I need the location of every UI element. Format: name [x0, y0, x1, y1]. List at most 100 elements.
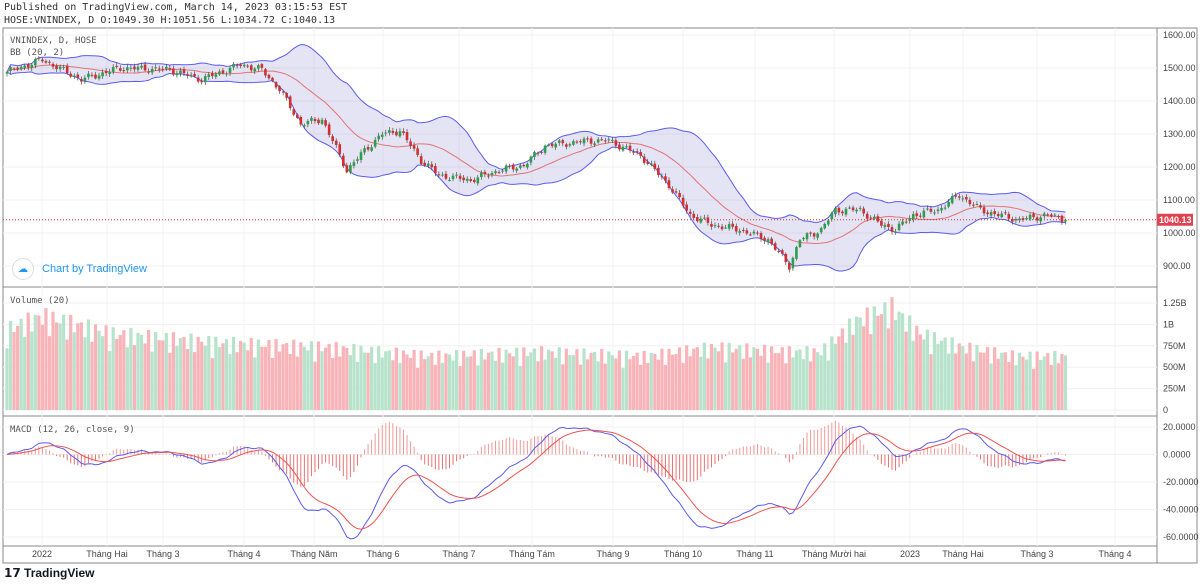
candle — [950, 196, 954, 204]
candle — [773, 243, 777, 250]
tradingview-logo[interactable]: 𝟭𝟳 TradingView — [4, 566, 95, 580]
candle — [288, 96, 292, 109]
volume-bar — [394, 347, 398, 410]
volume-bar — [486, 352, 491, 410]
volume-bar — [359, 345, 363, 410]
candle — [30, 64, 34, 69]
volume-bar — [5, 348, 9, 410]
volume-bar — [1056, 363, 1060, 410]
candle — [720, 226, 724, 230]
candle — [671, 189, 674, 193]
volume-bar — [787, 346, 791, 410]
volume-bar — [164, 332, 168, 410]
volume-bar — [1003, 352, 1007, 410]
candle — [94, 74, 97, 79]
bb-lower-line — [6, 71, 1066, 272]
candle — [777, 251, 781, 253]
volume-bar — [844, 342, 848, 410]
macd-tick-label: -40.0000 — [1163, 505, 1199, 515]
candle — [823, 223, 827, 229]
candle — [586, 138, 589, 140]
candle — [954, 195, 958, 197]
volume-bar — [214, 336, 218, 410]
candle — [890, 227, 894, 232]
candle — [696, 217, 699, 222]
volume-bar — [631, 356, 636, 410]
volume-bar — [904, 331, 908, 410]
volume-bar — [964, 353, 968, 410]
candle — [795, 247, 798, 259]
volume-bar — [419, 350, 423, 410]
volume-bar — [210, 358, 214, 410]
volume-bar — [600, 348, 604, 410]
candle — [816, 233, 819, 238]
volume-bar — [444, 353, 448, 410]
volume-bar — [649, 353, 653, 410]
volume-bar — [37, 315, 41, 410]
volume-bar — [23, 336, 27, 410]
candle — [880, 220, 883, 226]
volume-tick-label: 750M — [1163, 341, 1186, 351]
price-tick-label: 1500.00 — [1163, 63, 1196, 73]
candle — [55, 65, 58, 70]
candle — [660, 176, 664, 178]
chart-by-tradingview-link[interactable]: ☁ Chart by TradingView — [12, 258, 147, 280]
volume-bar — [97, 330, 101, 410]
candle — [225, 73, 228, 75]
candle — [965, 196, 968, 200]
candle — [207, 74, 211, 78]
volume-bar — [405, 354, 409, 410]
volume-bar — [929, 354, 933, 410]
macd-tick-label: 20.0000 — [1163, 422, 1196, 432]
volume-bar — [267, 340, 271, 410]
volume-bar — [685, 345, 689, 410]
candle — [519, 165, 522, 168]
volume-bar — [338, 356, 342, 410]
candle — [780, 250, 784, 254]
candle — [603, 140, 607, 142]
candle — [1046, 214, 1050, 216]
tv-logo-icon: 𝟭𝟳 — [4, 566, 25, 580]
candle — [398, 131, 402, 137]
candle — [565, 144, 568, 147]
candle — [352, 162, 356, 166]
volume-bar — [295, 356, 299, 410]
candle — [434, 166, 437, 174]
volume-bar — [589, 352, 593, 410]
candle — [359, 152, 363, 160]
candle — [1025, 217, 1028, 220]
candle — [681, 197, 685, 206]
volume-bar — [872, 306, 876, 410]
volume-bar — [108, 351, 112, 410]
candle — [140, 65, 143, 68]
volume-bar — [529, 352, 533, 410]
volume-bar — [30, 331, 34, 410]
volume-bar — [182, 336, 186, 410]
volume-bar — [773, 353, 777, 410]
candle — [848, 207, 851, 209]
volume-tick-label: 1B — [1163, 319, 1174, 329]
candle — [628, 145, 632, 151]
candle — [69, 73, 73, 77]
volume-bar — [1010, 350, 1014, 410]
volume-bar — [646, 362, 650, 410]
candle — [437, 174, 441, 176]
candle — [837, 207, 841, 213]
candle — [87, 73, 90, 78]
candle — [377, 135, 380, 140]
volume-tick-label: 1.25B — [1163, 298, 1187, 308]
volume-bar — [585, 359, 590, 410]
volume-bar — [129, 328, 133, 410]
volume-bar — [568, 355, 572, 410]
volume-bar — [939, 340, 944, 410]
volume-bar — [86, 319, 91, 410]
volume-bar — [943, 337, 947, 410]
candle — [37, 57, 41, 59]
volume-bar — [33, 314, 37, 410]
candle — [76, 74, 80, 78]
candle — [115, 65, 119, 67]
candle — [370, 147, 373, 151]
volume-bar — [847, 318, 852, 410]
volume-bar — [111, 327, 115, 410]
